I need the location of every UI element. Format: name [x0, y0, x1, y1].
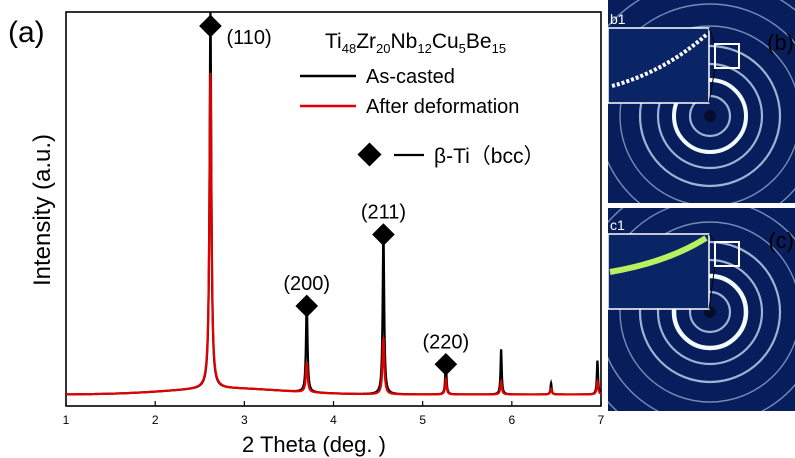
x-tick-label: 4: [330, 413, 337, 427]
diffraction-ring: [672, 78, 748, 154]
series-line-after-deformation: [66, 72, 602, 396]
peak-diamond-marker: [434, 352, 458, 376]
diffraction-ring: [656, 62, 764, 170]
inset-c1-label: c1: [610, 217, 625, 233]
x-tick-label: 6: [508, 413, 515, 427]
panel-b-label: (b): [767, 30, 794, 55]
x-axis-ticks: 1 2 3 4 5 6 7: [63, 401, 605, 427]
diffraction-ring: [656, 258, 764, 366]
x-tick-label: 3: [241, 413, 248, 427]
x-axis-label: 2 Theta (deg. ): [242, 432, 386, 457]
panel-a-label: (a): [8, 16, 45, 49]
diffraction-ring: [638, 44, 782, 188]
peak-diamond-marker: [295, 294, 319, 318]
diffraction-ring: [671, 273, 749, 351]
y-axis-label: Intensity (a.u.): [29, 134, 56, 286]
zoom-box-c: [714, 241, 740, 267]
x-tick-label: 7: [598, 413, 605, 427]
inset-b1: [607, 27, 716, 104]
legend-label-after-deformation: After deformation: [366, 96, 519, 118]
diffraction-ring: [608, 3, 795, 203]
diffraction-ring: [619, 25, 795, 203]
legend-diamond-marker: [357, 142, 382, 167]
x-tick-label: 1: [63, 413, 70, 427]
inset-c1: [607, 233, 716, 310]
peak-label: (220): [422, 331, 469, 353]
peak-diamond-marker: [372, 223, 395, 246]
diffraction-ring: [688, 290, 732, 334]
peak-label: (110): [226, 27, 271, 49]
panel-c-label: (c): [768, 228, 794, 253]
x-tick-label: 5: [419, 413, 426, 427]
legend-label-as-casted: As-casted: [366, 66, 455, 88]
series-group: [66, 12, 602, 396]
legend: As-casted After deformation β-Ti（bcc）: [300, 66, 544, 168]
diffraction-ring: [619, 221, 795, 403]
chart-title: Ti48Zr20Nb12Cu5Be15: [325, 30, 506, 56]
peak-annotations: (110) (200) (211) (220): [199, 14, 469, 376]
zoom-box-b: [714, 43, 740, 69]
legend-label-beta-ti: β-Ti（bcc）: [434, 145, 544, 168]
x-tick-label: 2: [152, 413, 159, 427]
peak-diamond-marker: [199, 14, 222, 38]
peak-label: (200): [283, 273, 330, 295]
diffraction-ring: [638, 240, 782, 384]
series-line-as-casted: [66, 12, 602, 396]
plot-frame: [65, 11, 602, 407]
peak-label: (211): [361, 202, 406, 224]
inset-b1-label: b1: [610, 11, 626, 27]
